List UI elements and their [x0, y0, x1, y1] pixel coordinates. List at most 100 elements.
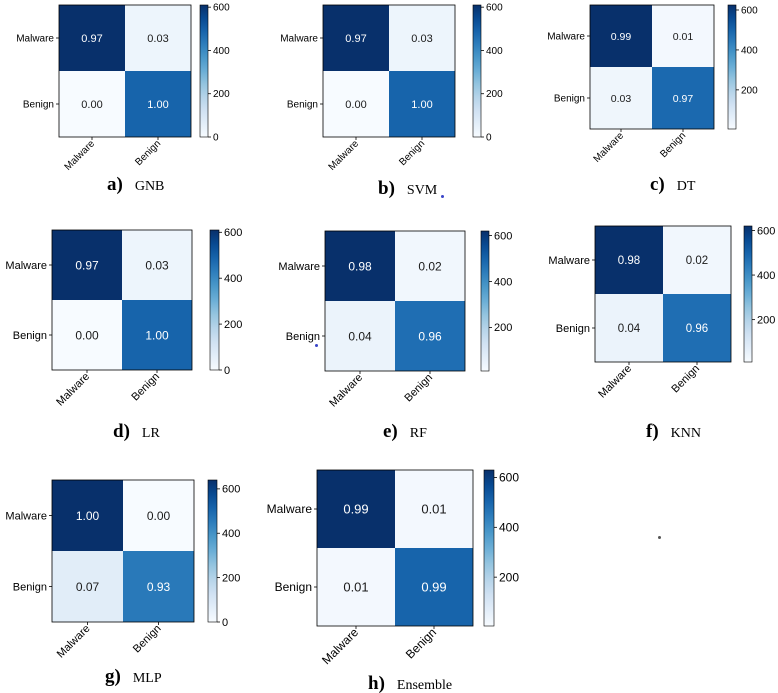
caption-knn: f) KNN	[646, 421, 701, 443]
matrix-frame	[589, 4, 715, 130]
heatmap-cell	[590, 67, 652, 129]
matrix-frame	[316, 469, 474, 627]
caption-lr: d) LR	[113, 421, 160, 443]
heatmap-svg: 0.98 0.02 0.04 0.96 Malware Benign Malware Beni…	[548, 225, 775, 400]
heatmap-cell	[122, 230, 192, 300]
heatmap-svg: 0.97 0.03 0.00 1.00 Malware Benign Malware Beni…	[5, 227, 242, 408]
colorbar-tick-label: 200	[222, 572, 240, 584]
colorbar-tick-label: 400	[757, 270, 775, 282]
colorbar-tick-label: 0	[224, 365, 230, 377]
caption-letter: e)	[383, 421, 398, 442]
row-label: Benign	[556, 323, 590, 335]
col-label: Benign	[403, 625, 439, 661]
colorbar-tick-label: 0	[213, 133, 219, 144]
heatmap-cell	[123, 551, 194, 622]
cell-value-label: 0.07	[76, 580, 100, 594]
heatmap-cell	[663, 226, 731, 294]
caption-mlp: g) MLP	[105, 666, 162, 688]
cell-value-label: 0.03	[611, 93, 632, 105]
colorbar-tick-label: 400	[499, 521, 519, 535]
cell-value-label: 0.97	[81, 33, 102, 45]
colorbar-tick-label: 0	[486, 133, 492, 144]
row-label: Malware	[547, 32, 585, 43]
cell-value-label: 0.97	[75, 258, 99, 272]
caption-letter: g)	[105, 666, 121, 687]
heatmap-cell	[595, 226, 663, 294]
matrix-frame	[322, 4, 456, 138]
caption-letter: f)	[646, 421, 659, 442]
row-label: Benign	[554, 94, 585, 105]
matrix-frame	[51, 479, 195, 623]
heatmap-cell	[395, 548, 473, 626]
heatmap-cell	[52, 230, 122, 300]
heatmap-cell	[317, 470, 395, 548]
heatmap-cell	[323, 71, 389, 137]
cell-value-label: 0.98	[348, 259, 372, 273]
heatmap-cell	[323, 5, 389, 71]
heatmap-cell	[652, 67, 714, 129]
heatmap-cell	[395, 231, 465, 301]
colorbar-tick-label: 200	[499, 570, 519, 584]
matrix-frame	[324, 230, 466, 372]
heatmap-svg: 0.98 0.02 0.04 0.96 Malware Benign Malware Beni…	[278, 230, 512, 409]
colorbar-tick-label: 200	[494, 322, 512, 334]
cell-value-label: 0.00	[345, 99, 366, 111]
col-label: Benign	[402, 372, 435, 405]
heatmap-svg: 1.00 0.00 0.07 0.93 Malware Benign Malware Beni…	[5, 479, 240, 661]
heatmap-svg: 0.97 0.03 0.00 1.00 Malware Benign Malware Beni…	[16, 3, 230, 173]
col-label: Benign	[669, 363, 702, 396]
colorbar	[472, 4, 482, 138]
heatmap-cell	[125, 71, 191, 137]
colorbar-tick-label: 600	[757, 225, 775, 237]
confusion-matrix-dt: 0.99 0.01 0.03 0.97 Malware Benign Malware Beni…	[530, 0, 778, 165]
matrix-frame	[594, 225, 732, 363]
stray-dot	[441, 195, 444, 198]
colorbar	[199, 4, 209, 138]
cell-value-label: 0.02	[686, 255, 708, 267]
colorbar	[209, 229, 220, 371]
matrix-frame	[51, 229, 193, 371]
cell-value-label: 1.00	[145, 328, 169, 342]
colorbar-tick-label: 600	[224, 227, 242, 239]
colorbar-tick-label: 200	[757, 314, 775, 326]
colorbar-tick-label: 400	[224, 273, 242, 285]
row-label: Benign	[275, 580, 312, 594]
col-label: Malware	[319, 625, 361, 667]
col-label: Malware	[54, 371, 92, 409]
cell-value-label: 0.96	[686, 323, 708, 335]
colorbar	[743, 225, 753, 363]
row-label: Malware	[5, 510, 47, 522]
caption-rf: e) RF	[383, 421, 427, 443]
heatmap-svg: 0.97 0.03 0.00 1.00 Malware Benign Malware Beni…	[280, 3, 503, 173]
cell-value-label: 1.00	[147, 99, 168, 111]
colorbar	[207, 479, 218, 623]
caption-dt: c) DT	[650, 174, 695, 196]
confusion-matrix-lr: 0.97 0.03 0.00 1.00 Malware Benign Malware Beni…	[0, 215, 250, 408]
colorbar-tick-label: 200	[741, 85, 758, 96]
caption-name: RF	[409, 426, 427, 441]
col-label: Malware	[55, 623, 93, 661]
col-label: Malware	[63, 138, 98, 173]
cell-value-label: 0.00	[147, 509, 171, 523]
caption-ensemble: h) Ensemble	[368, 673, 452, 693]
row-label: Benign	[13, 581, 47, 593]
heatmap-cell	[663, 294, 731, 362]
cell-value-label: 1.00	[411, 99, 432, 111]
cell-value-label: 0.97	[673, 93, 694, 105]
row-label: Benign	[287, 100, 318, 111]
heatmap-cell	[590, 5, 652, 67]
confusion-matrix-ensemble: 0.99 0.01 0.01 0.99 Malware Benign Malware Beni…	[255, 460, 530, 667]
heatmap-cell	[325, 231, 395, 301]
colorbar-tick-label: 400	[213, 46, 230, 57]
colorbar	[483, 469, 495, 627]
cell-value-label: 0.03	[145, 258, 169, 272]
cell-value-label: 0.99	[611, 31, 632, 43]
colorbar-tick-label: 400	[222, 528, 240, 540]
colorbar-tick-label: 600	[222, 484, 240, 496]
colorbar-tick-label: 200	[213, 89, 230, 100]
heatmap-cell	[395, 470, 473, 548]
cell-value-label: 0.01	[673, 31, 694, 43]
stray-dot	[315, 344, 318, 347]
heatmap-cell	[652, 5, 714, 67]
confusion-matrix-svm: 0.97 0.03 0.00 1.00 Malware Benign Malware Beni…	[265, 0, 515, 173]
